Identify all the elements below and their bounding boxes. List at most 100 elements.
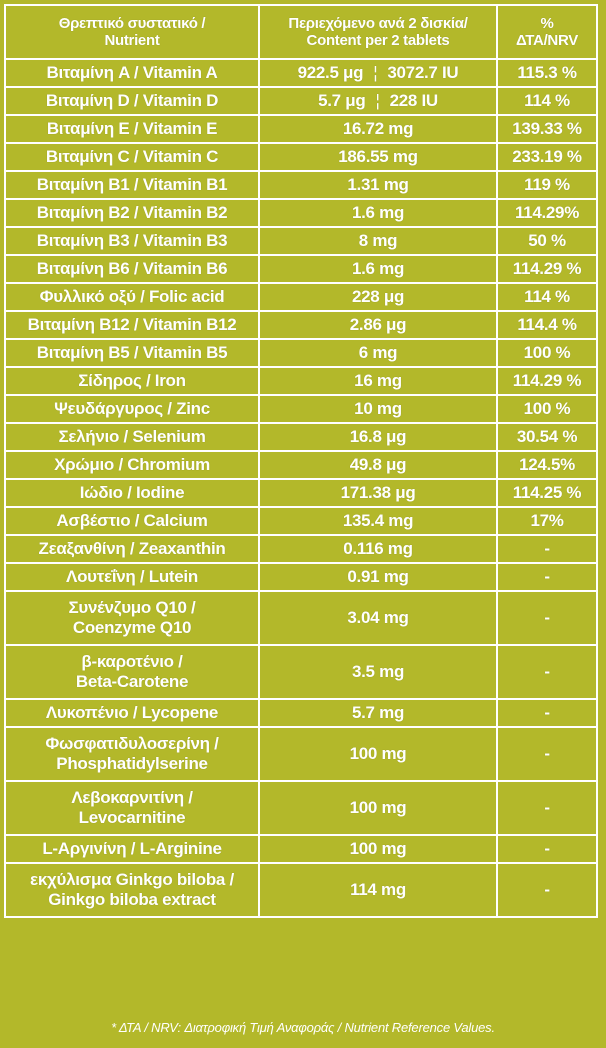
- nutrient-amount: 922.5 μg: [297, 63, 364, 82]
- nutrient-name: Λουτεΐνη / Lutein: [66, 567, 198, 586]
- table-row: Ψευδάργυρος / Zinc 10 mg 100 %: [4, 394, 598, 424]
- header-nrv-percent: %: [540, 15, 554, 32]
- nutrient-amount-cell: 5.7 μg ¦ 228 IU: [258, 86, 498, 116]
- nutrient-name: Ζεαξανθίνη / Zeaxanthin: [38, 539, 226, 558]
- nutrient-name-cell: Βιταμίνη E / Vitamin E: [4, 114, 260, 144]
- nutrient-nrv-cell: -: [496, 590, 598, 646]
- nutrient-nrv: -: [544, 662, 550, 681]
- nutrient-nrv-cell: 114 %: [496, 86, 598, 116]
- nutrient-name: Βιταμίνη B12 / Vitamin B12: [27, 315, 237, 334]
- nutrient-nrv-cell: -: [496, 698, 598, 728]
- nutrient-name: Βιταμίνη D / Vitamin D: [45, 91, 219, 110]
- nutrient-nrv-cell: -: [496, 562, 598, 592]
- nutrient-amount: 100 mg: [349, 798, 407, 817]
- nutrient-amount: 8 mg: [358, 231, 398, 250]
- nutrient-nrv-cell: 100 %: [496, 338, 598, 368]
- nutrient-amount: 171.38 μg: [340, 483, 416, 502]
- nutrient-nrv: -: [544, 567, 550, 586]
- nutrient-amount-cell: 5.7 mg: [258, 698, 498, 728]
- nutrient-name: Φυλλικό οξύ / Folic acid: [39, 287, 225, 306]
- table-row: Λυκοπένιο / Lycopene 5.7 mg -: [4, 698, 598, 728]
- nutrient-name-cell: Βιταμίνη B3 / Vitamin B3: [4, 226, 260, 256]
- header-nutrient-english: Nutrient: [104, 32, 160, 49]
- nutrient-nrv: 114 %: [524, 287, 570, 306]
- table-row: Βιταμίνη B2 / Vitamin B2 1.6 mg 114.29%: [4, 198, 598, 228]
- nutrient-amount-cell: 1.6 mg: [258, 254, 498, 284]
- nutrient-nrv: 50 %: [528, 231, 566, 250]
- nutrient-amount: 100 mg: [349, 839, 407, 858]
- table-row: Ζεαξανθίνη / Zeaxanthin 0.116 mg -: [4, 534, 598, 564]
- nutrient-amount-cell: 0.91 mg: [258, 562, 498, 592]
- nutrient-name: Ιώδιο / Iodine: [79, 483, 185, 502]
- nutrient-amount-cell: 1.31 mg: [258, 170, 498, 200]
- table-row: Σελήνιο / Selenium 16.8 μg 30.54 %: [4, 422, 598, 452]
- nutrient-name-cell: Ασβέστιο / Calcium: [4, 506, 260, 536]
- table-row: β-καροτένιο / Beta-Carotene 3.5 mg -: [4, 644, 598, 700]
- nutrient-nrv: 17%: [530, 511, 564, 530]
- nutrient-nrv-cell: 139.33 %: [496, 114, 598, 144]
- nutrient-amount: 1.6 mg: [351, 259, 405, 278]
- nutrient-amount: 16 mg: [354, 371, 402, 390]
- nutrient-name-cell: Ψευδάργυρος / Zinc: [4, 394, 260, 424]
- nutrient-nrv: 30.54 %: [516, 427, 578, 446]
- nutrient-name: β-καροτένιο /: [81, 652, 183, 671]
- nutrient-amount-cell: 100 mg: [258, 726, 498, 782]
- nutrient-name-english: Coenzyme Q10: [72, 618, 192, 637]
- nutrient-nrv: -: [544, 798, 550, 817]
- nutrient-amount: 135.4 mg: [342, 511, 414, 530]
- table-row: Βιταμίνη B5 / Vitamin B5 6 mg 100 %: [4, 338, 598, 368]
- nutrient-name-cell: Σίδηρος / Iron: [4, 366, 260, 396]
- nutrient-name: Συνένζυμο Q10 /: [68, 598, 196, 617]
- nutrient-nrv-cell: 114.25 %: [496, 478, 598, 508]
- table-row: L-Αργινίνη / L-Arginine 100 mg -: [4, 834, 598, 864]
- nutrient-name: Βιταμίνη E / Vitamin E: [46, 119, 218, 138]
- header-nutrient: Θρεπτικό συστατικό / Nutrient: [4, 4, 260, 60]
- table-row: Βιταμίνη E / Vitamin E 16.72 mg 139.33 %: [4, 114, 598, 144]
- nutrient-name-cell: Συνένζυμο Q10 /Coenzyme Q10: [4, 590, 260, 646]
- nutrient-name-cell: Ζεαξανθίνη / Zeaxanthin: [4, 534, 260, 564]
- nutrient-amount-cell: 10 mg: [258, 394, 498, 424]
- nutrient-nrv: 233.19 %: [512, 147, 582, 166]
- nutrient-name-cell: Βιταμίνη C / Vitamin C: [4, 142, 260, 172]
- nutrient-nrv-cell: 124.5%: [496, 450, 598, 480]
- nutrient-amount-cell: 2.86 μg: [258, 310, 498, 340]
- table-row: Χρώμιο / Chromium 49.8 μg 124.5%: [4, 450, 598, 480]
- nutrient-amount: 5.7 μg: [318, 91, 366, 110]
- nutrient-nrv-cell: -: [496, 862, 598, 918]
- nutrient-amount-cell: 6 mg: [258, 338, 498, 368]
- nutrient-amount-cell: 3.04 mg: [258, 590, 498, 646]
- nutrient-name-cell: Βιταμίνη A / Vitamin A: [4, 58, 260, 88]
- nutrient-name-cell: Βιταμίνη B6 / Vitamin B6: [4, 254, 260, 284]
- nutrient-nrv: -: [544, 880, 550, 899]
- nutrient-amount-cell: 1.6 mg: [258, 198, 498, 228]
- nutrient-amount: 5.7 mg: [351, 703, 405, 722]
- nutrient-amount-cell: 114 mg: [258, 862, 498, 918]
- nutrient-name: Βιταμίνη B1 / Vitamin B1: [36, 175, 228, 194]
- amount-separator: ¦: [373, 63, 378, 82]
- nutrient-nrv-cell: 114.29 %: [496, 254, 598, 284]
- nutrient-nrv: -: [544, 703, 550, 722]
- nutrient-name: Ασβέστιο / Calcium: [56, 511, 208, 530]
- nutrient-nrv: 124.5%: [519, 455, 575, 474]
- nutrient-name-cell: L-Αργινίνη / L-Arginine: [4, 834, 260, 864]
- nutrient-amount-cell: 100 mg: [258, 780, 498, 836]
- table-row: Βιταμίνη D / Vitamin D 5.7 μg ¦ 228 IU 114 %: [4, 86, 598, 116]
- nutrient-name-cell: Φυλλικό οξύ / Folic acid: [4, 282, 260, 312]
- nutrient-nrv-cell: -: [496, 834, 598, 864]
- nutrient-nrv: 115.3 %: [517, 63, 577, 82]
- header-content-greek: Περιεχόμενο ανά 2 δισκία/: [288, 15, 468, 32]
- nutrient-amount-cell: 49.8 μg: [258, 450, 498, 480]
- nutrient-amount: 49.8 μg: [349, 455, 407, 474]
- nutrient-nrv-cell: 114.29%: [496, 198, 598, 228]
- nutrient-name-cell: Λεβοκαρνιτίνη / Levocarnitine: [4, 780, 260, 836]
- nutrient-name-english: Beta-Carotene: [75, 672, 189, 691]
- nutrient-amount: 3.04 mg: [347, 608, 409, 627]
- nutrient-name-cell: Βιταμίνη B1 / Vitamin B1: [4, 170, 260, 200]
- nutrient-name-english: Ginkgo biloba extract: [48, 890, 216, 909]
- nutrient-nrv: 114.4 %: [517, 315, 577, 334]
- table-row: Λεβοκαρνιτίνη / Levocarnitine 100 mg -: [4, 780, 598, 836]
- table-row: Βιταμίνη B1 / Vitamin B1 1.31 mg 119 %: [4, 170, 598, 200]
- table-row: Συνένζυμο Q10 /Coenzyme Q10 3.04 mg -: [4, 590, 598, 646]
- footnote: * ΔΤΑ / NRV: Διατροφική Τιμή Αναφοράς / …: [111, 1020, 495, 1035]
- nutrient-nrv: 100 %: [523, 343, 571, 362]
